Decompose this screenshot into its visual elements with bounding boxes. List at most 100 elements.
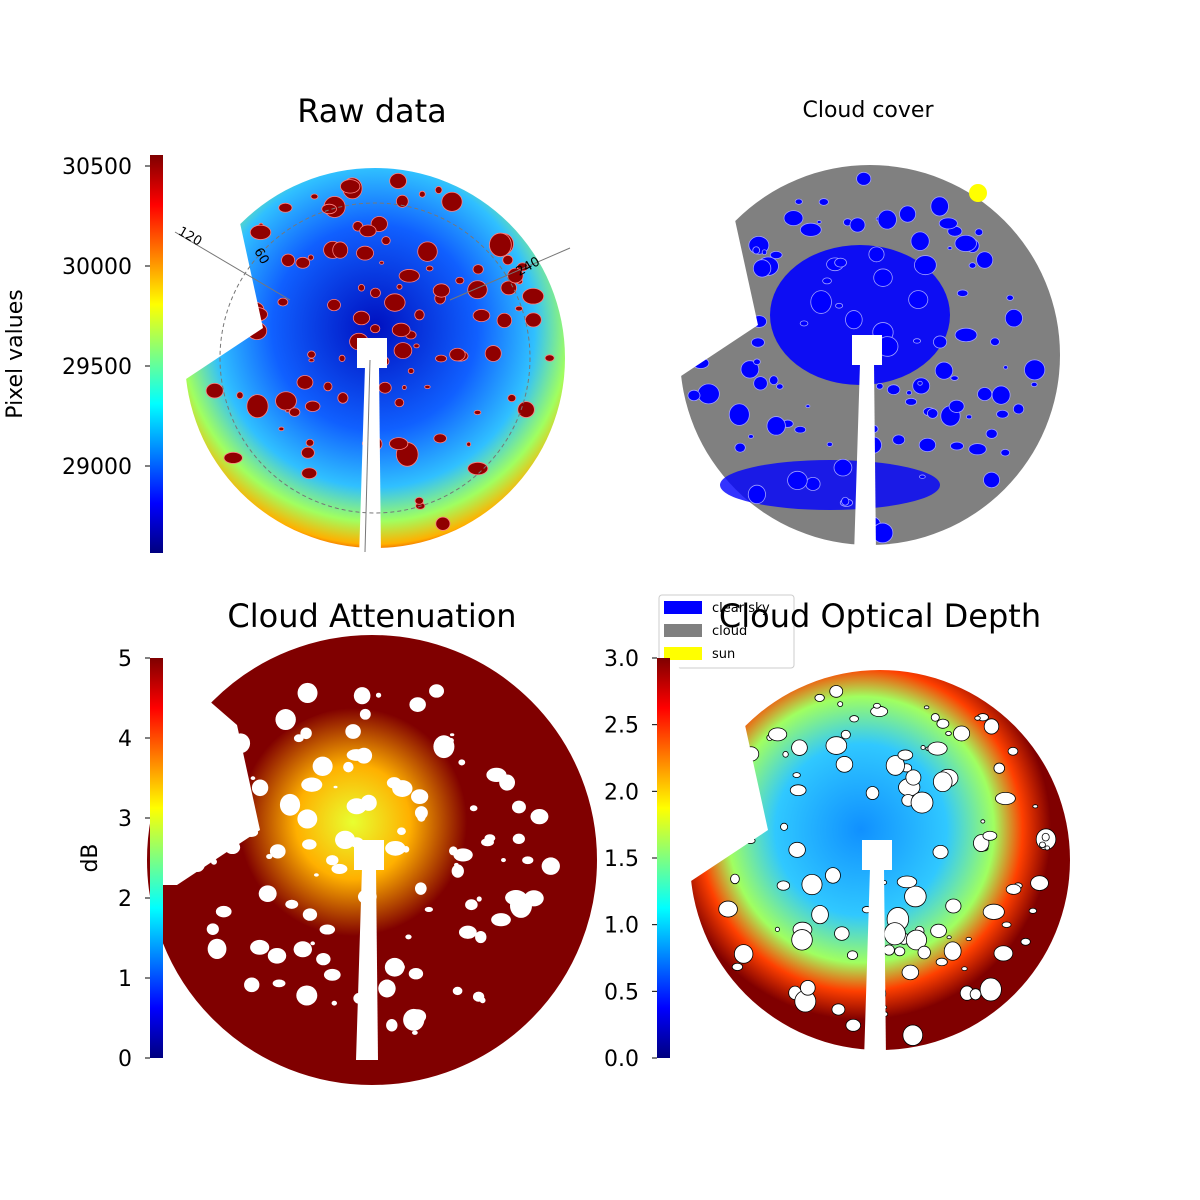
sky-blob (307, 350, 316, 359)
polar-spoke (364, 359, 371, 553)
sky-blob (787, 470, 808, 490)
sky-blob (910, 231, 930, 251)
sky-blob (933, 771, 953, 793)
sky-blob (919, 474, 926, 479)
sky-blob (875, 382, 884, 390)
sky-blob (302, 908, 318, 921)
sky-blob (834, 926, 850, 941)
sky-image (660, 155, 1060, 555)
sky-blob (308, 358, 315, 363)
sky-blob (768, 727, 788, 742)
sky-blob (914, 255, 937, 276)
colorbar-tick-label: 30500 (62, 155, 132, 180)
sky-blob (272, 979, 286, 988)
colorbar-tick-label: 0.5 (604, 980, 639, 1005)
sky-blob (934, 361, 954, 380)
sky-blob (805, 476, 821, 491)
sky-blob (993, 762, 1005, 774)
sky-blob (856, 171, 872, 186)
colorbar-tick-label: 3 (118, 807, 132, 832)
sky-blob (407, 367, 415, 374)
sky-blob (901, 964, 920, 981)
sky-blob (359, 224, 377, 238)
sky-blob (300, 727, 312, 740)
sky-blob (441, 191, 463, 212)
sky-blob (409, 697, 426, 712)
sky-blob (835, 756, 854, 773)
sky-blob (340, 179, 361, 194)
sky-blob (1001, 921, 1012, 928)
sky-blob (991, 385, 1011, 405)
sky-blob (507, 267, 524, 284)
sky-blob (472, 264, 484, 275)
sky-blob (776, 383, 784, 390)
sky-blob (983, 718, 1000, 735)
sky-blob (1006, 294, 1014, 301)
sky-blob (206, 923, 219, 936)
sky-blob (910, 791, 934, 814)
sky-blob (748, 434, 754, 439)
sky-blob (244, 977, 260, 993)
colorbar-tick-label: 0 (118, 1047, 132, 1072)
sky-blob (455, 276, 465, 285)
sky-blob (451, 864, 464, 878)
panel-title: Cloud Attenuation (227, 597, 516, 635)
mast-mask (359, 366, 381, 558)
sky-blob (835, 302, 844, 309)
sky-blob (949, 441, 964, 451)
sky-blob (408, 967, 424, 980)
sky-blob (359, 708, 371, 720)
sky-blob (249, 224, 272, 240)
sky-blob (846, 950, 858, 960)
sky-blob (355, 747, 373, 764)
panel-title: Cloud cover (803, 98, 935, 123)
sky-blob (375, 692, 382, 698)
sky-blob (933, 335, 948, 349)
mast-mask (862, 840, 892, 870)
colorbar-tick-label: 3.0 (604, 647, 639, 672)
sky-blob (873, 268, 893, 287)
sky-blob (1041, 832, 1050, 842)
sky-blob (883, 944, 895, 956)
sky-blob (278, 202, 293, 213)
sky-blob (1024, 359, 1046, 381)
sky-blob (753, 358, 761, 366)
sky-blob (501, 858, 506, 863)
sky-blob (414, 806, 428, 820)
sky-blob (458, 925, 477, 939)
sky-blob (905, 397, 918, 406)
sky-blob (502, 254, 514, 266)
sky-blob (974, 715, 981, 721)
sky-blob (833, 458, 853, 477)
sky-blob (484, 345, 502, 362)
sky-blob (425, 265, 434, 272)
sky-blob (476, 896, 482, 902)
sky-blob (402, 845, 410, 853)
sky-blob (332, 241, 349, 259)
sky-blob (424, 906, 434, 913)
sky-blob (370, 287, 381, 299)
colorbar-label: Pixel values (3, 289, 28, 418)
sky-blob (799, 222, 822, 237)
sky-blob (766, 416, 786, 436)
sky-blob (877, 209, 897, 230)
sky-blob (475, 931, 487, 944)
sky-blob (269, 844, 286, 859)
panel-title: Cloud Optical Depth (719, 597, 1041, 635)
sky-blob (321, 203, 337, 215)
sky-blob (1020, 937, 1031, 946)
colorbar-label: dB (78, 843, 103, 872)
sky-blob (331, 863, 348, 874)
mast-mask (356, 868, 378, 1060)
colorbar (657, 658, 670, 1058)
sky-blob (405, 934, 412, 940)
sky-blob (825, 867, 841, 884)
sky-blob (411, 789, 429, 805)
legend-label: sun (712, 647, 735, 662)
sky-blob (769, 250, 783, 260)
mask-notch (165, 158, 263, 383)
sky-blob (752, 259, 772, 278)
sky-blob (346, 798, 367, 815)
sky-blob (335, 830, 356, 850)
sky-blob (310, 193, 319, 200)
